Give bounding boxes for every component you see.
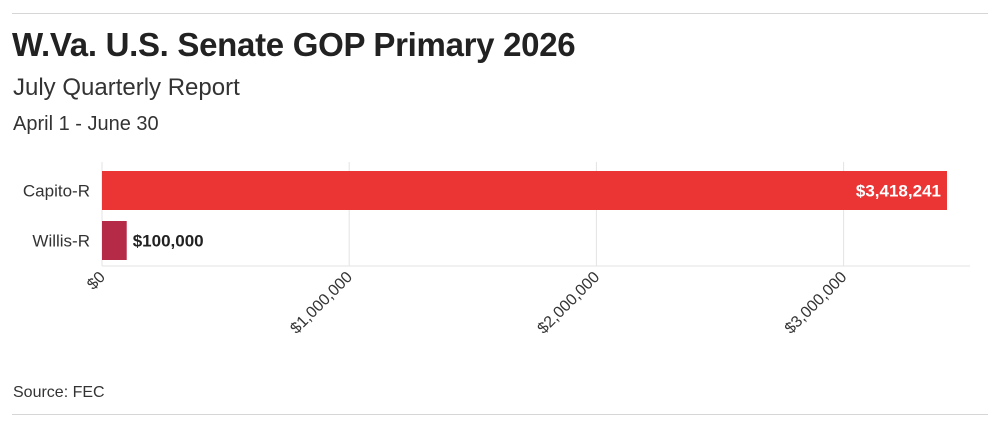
x-tick-label: $1,000,000 [287,269,356,338]
x-tick-label: $0 [84,269,109,294]
value-label: $3,418,241 [856,182,941,201]
bottom-divider [12,414,988,415]
report-period: April 1 - June 30 [13,113,159,135]
category-label: Willis-R [32,232,90,251]
x-tick-label: $3,000,000 [782,269,851,338]
bar-chart: $3,418,241 $100,000 Capito-R Willis-R $0 $1… [23,162,970,338]
x-tick-label: $2,000,000 [535,269,604,338]
value-label: $100,000 [133,232,204,251]
bars: $3,418,241 $100,000 [102,171,947,260]
top-divider [12,13,988,14]
chart-subtitle: July Quarterly Report [13,74,240,101]
chart-title: W.Va. U.S. Senate GOP Primary 2026 [12,26,576,63]
category-label: Capito-R [23,182,90,201]
bar-capito-r [102,171,947,210]
bar-willis-r [102,221,127,260]
x-axis-ticks: $0 $1,000,000 $2,000,000 $3,000,000 [84,269,850,338]
source-note: Source: FEC [13,384,105,401]
category-labels: Capito-R Willis-R [23,182,90,251]
